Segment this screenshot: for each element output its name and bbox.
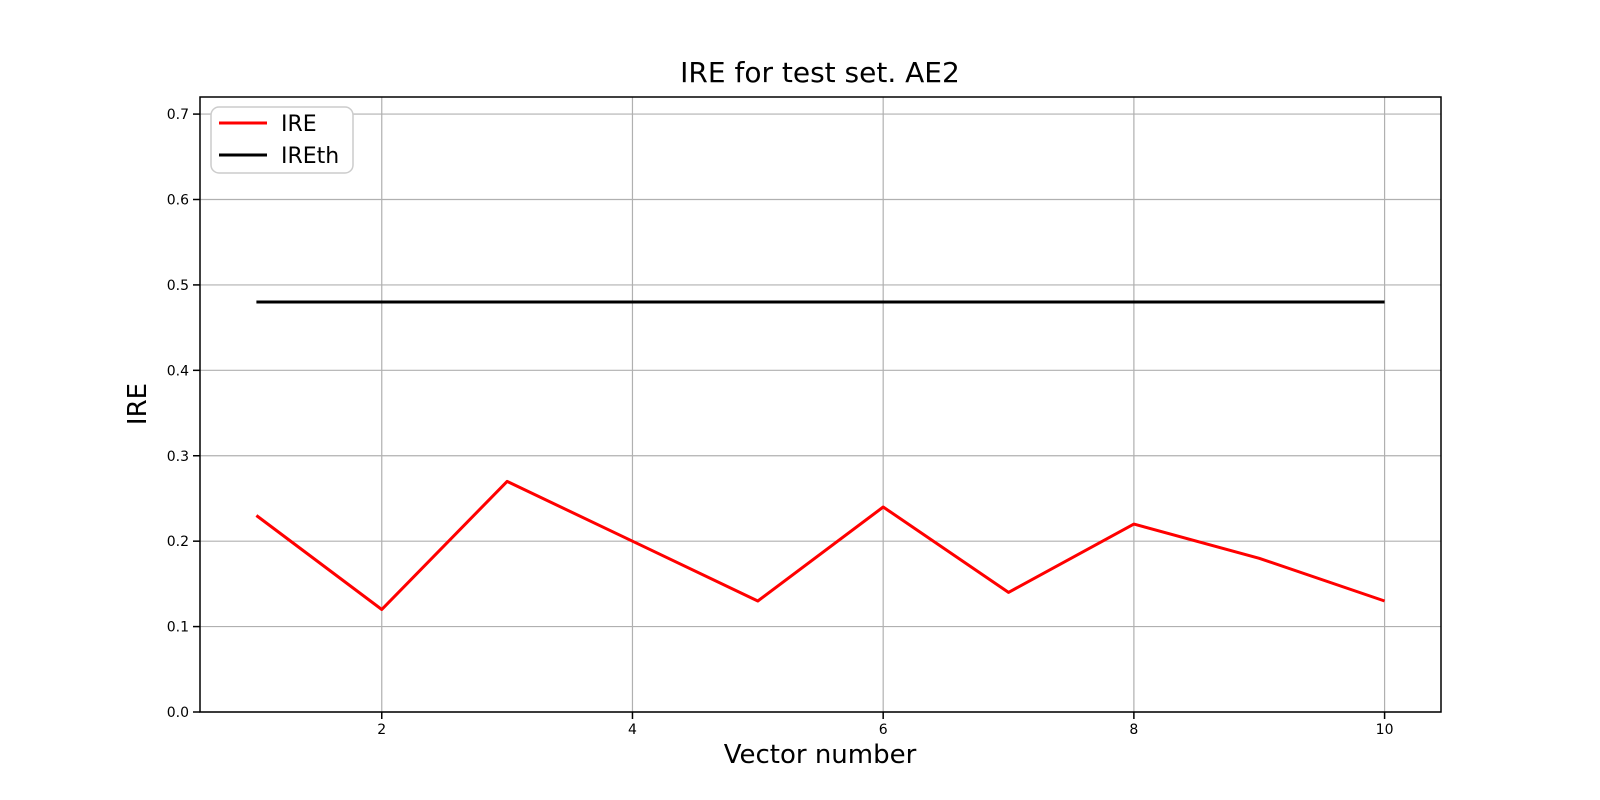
y-tick-label: 0.6	[167, 193, 189, 209]
y-tick-label: 0.1	[167, 620, 189, 636]
x-tick-label: 6	[879, 722, 888, 738]
legend: IRE IREth	[210, 106, 354, 174]
plot-border	[199, 96, 1442, 713]
y-tick-label: 0.2	[167, 534, 189, 550]
x-tick-label: 10	[1376, 722, 1394, 738]
y-axis-label: IRE	[123, 383, 153, 425]
y-tick-label: 0.5	[167, 278, 189, 294]
x-tick-label: 4	[628, 722, 637, 738]
y-tick-label: 0.4	[167, 363, 189, 379]
legend-ire-label: IRE	[281, 112, 317, 137]
grid-layer	[200, 97, 1441, 713]
y-tick-label: 0.3	[167, 449, 189, 465]
x-tick-label: 2	[377, 722, 386, 738]
legend-ireth-label: IREth	[281, 144, 339, 169]
x-axis-label: Vector number	[724, 740, 917, 770]
y-tick-label: 0.0	[167, 705, 189, 721]
axes-layer: 2 4 6 8 10 0.0 0.1 0.2 0.3 0.4 0.5 0.6 0.7	[167, 96, 1442, 738]
chart-title: IRE for test set. AE2	[680, 56, 960, 89]
y-tick-label: 0.7	[167, 107, 189, 123]
ire-line	[255, 479, 1386, 611]
series-layer	[255, 300, 1386, 611]
x-tick-label: 8	[1129, 722, 1138, 738]
